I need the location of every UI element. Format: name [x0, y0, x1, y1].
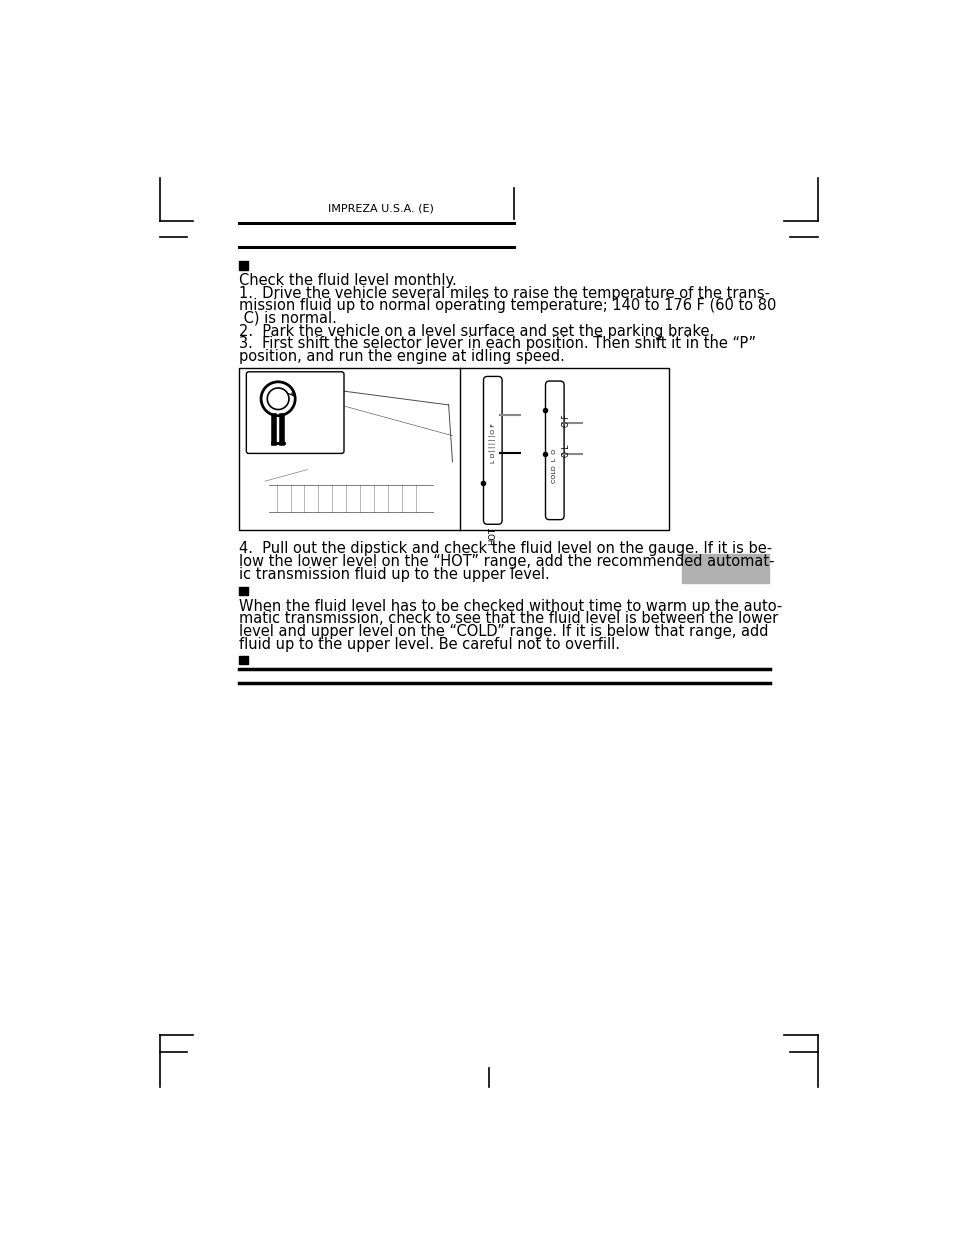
Text: IMPREZA U.S.A. (E): IMPREZA U.S.A. (E)	[328, 204, 434, 213]
Bar	[681, 554, 768, 583]
Text: mission fluid up to normal operating temperature; 140 to 176 F (60 to 80: mission fluid up to normal operating tem…	[239, 299, 776, 314]
Text: fluid up to the upper level. Be careful not to overfill.: fluid up to the upper level. Be careful …	[239, 636, 619, 651]
Bar	[239, 587, 248, 596]
Text: O F: O F	[561, 415, 570, 427]
Text: position, and run the engine at idling speed.: position, and run the engine at idling s…	[239, 349, 565, 364]
Text: COLD  L  O: COLD L O	[552, 449, 557, 483]
Bar	[239, 261, 248, 270]
Bar	[239, 655, 248, 664]
Text: O L: O L	[561, 445, 570, 457]
FancyBboxPatch shape	[246, 372, 344, 454]
Bar	[239, 368, 669, 529]
Text: 1.  Drive the vehicle several miles to raise the temperature of the trans-: 1. Drive the vehicle several miles to ra…	[239, 286, 770, 301]
Text: low the lower level on the “HOT” range, add the recommended automat-: low the lower level on the “HOT” range, …	[239, 554, 774, 570]
Text: 2.  Park the vehicle on a level surface and set the parking brake.: 2. Park the vehicle on a level surface a…	[239, 324, 714, 339]
Text: level and upper level on the “COLD” range. If it is below that range, add: level and upper level on the “COLD” rang…	[239, 624, 768, 639]
Text: Check the fluid level monthly.: Check the fluid level monthly.	[239, 273, 456, 287]
Text: When the fluid level has to be checked without time to warm up the auto-: When the fluid level has to be checked w…	[239, 598, 781, 614]
Text: L O│││││O F: L O│││││O F	[489, 422, 496, 462]
Text: C) is normal.: C) is normal.	[239, 311, 337, 326]
FancyBboxPatch shape	[545, 381, 563, 519]
Text: HOT: HOT	[488, 527, 497, 544]
Text: matic transmission, check to see that the fluid level is between the lower: matic transmission, check to see that th…	[239, 611, 778, 626]
Text: 4.  Pull out the dipstick and check the fluid level on the gauge. If it is be-: 4. Pull out the dipstick and check the f…	[239, 542, 772, 556]
Text: 3.  First shift the selector lever in each position. Then shift it in the “P”: 3. First shift the selector lever in eac…	[239, 336, 756, 352]
FancyBboxPatch shape	[483, 377, 501, 524]
Text: Yellow: Yellow	[291, 388, 323, 398]
Text: ic transmission fluid up to the upper level.: ic transmission fluid up to the upper le…	[239, 567, 550, 582]
